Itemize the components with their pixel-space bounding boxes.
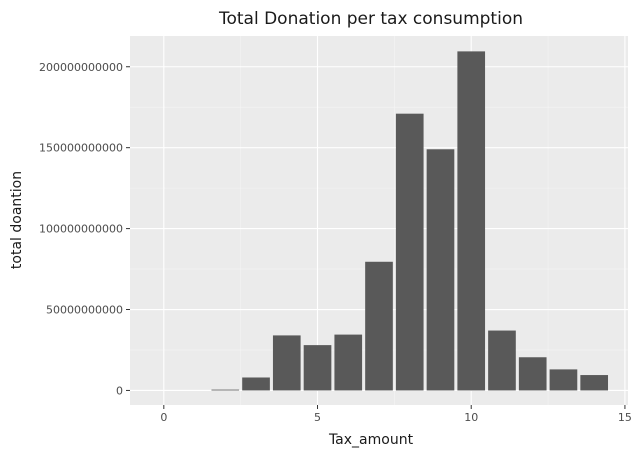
bars: [211, 51, 609, 391]
y-tick-label: 50000000000: [46, 304, 123, 317]
y-tick-label: 0: [116, 384, 123, 397]
y-tick-label: 150000000000: [39, 142, 123, 155]
bar: [426, 149, 455, 391]
bar: [211, 389, 240, 391]
y-tick-label: 100000000000: [39, 223, 123, 236]
bar: [242, 377, 270, 391]
x-axis-ticks: 0 5 10 15: [160, 405, 632, 424]
y-axis-label: total doantion: [9, 171, 25, 269]
bar: [580, 375, 609, 391]
x-tick-label: 15: [618, 411, 632, 424]
bar: [303, 345, 332, 391]
bar: [272, 335, 301, 391]
y-axis-ticks: 0 50000000000 100000000000 150000000000 2000…: [39, 61, 130, 397]
bar: [488, 330, 516, 391]
bar: [365, 261, 393, 391]
x-tick-label: 5: [314, 411, 321, 424]
x-axis-label: Tax_amount: [328, 432, 414, 448]
bar: [395, 113, 424, 391]
bar: [549, 369, 578, 391]
y-tick-label: 200000000000: [39, 61, 123, 74]
chart-title: Total Donation per tax consumption: [218, 9, 523, 29]
x-tick-label: 0: [160, 411, 167, 424]
bar: [334, 334, 363, 391]
bar: [457, 51, 486, 391]
bar: [518, 357, 547, 391]
x-tick-label: 10: [464, 411, 478, 424]
